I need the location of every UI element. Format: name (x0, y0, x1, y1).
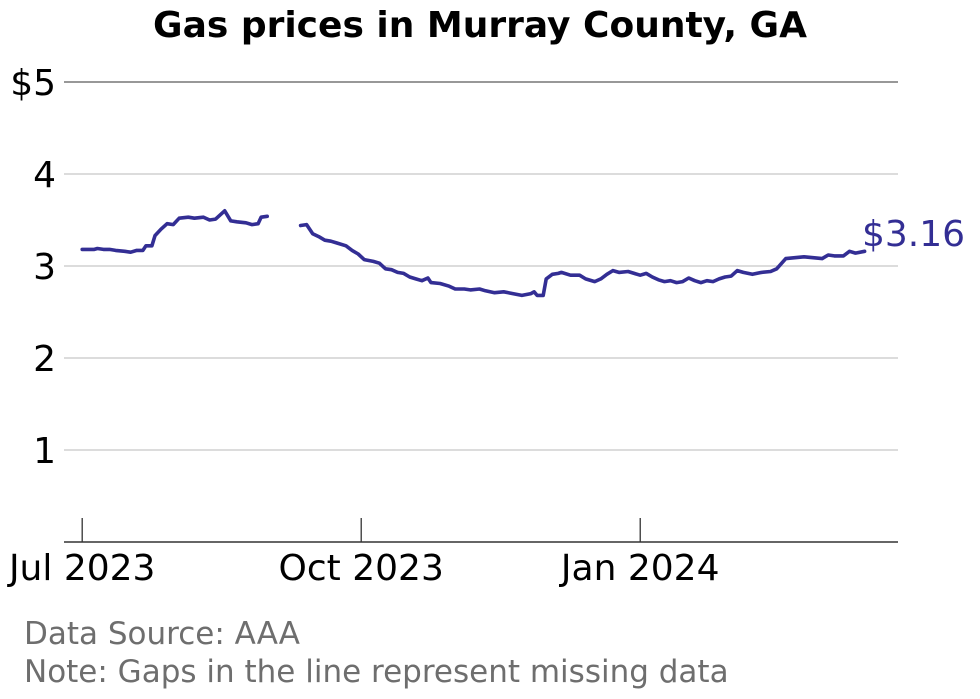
y-tick-label: 3 (33, 247, 56, 288)
price-line-segment (80, 209, 269, 254)
y-tick-label: 2 (33, 339, 56, 380)
x-axis-ticks: Jul 2023 Oct 2023 Jan 2024 (7, 518, 720, 589)
x-tick-label: Jan 2024 (559, 548, 720, 589)
y-axis-ticks: $5 4 3 2 1 (10, 63, 56, 472)
chart-title: Gas prices in Murray County, GA (153, 5, 807, 46)
x-tick-label: Jul 2023 (7, 548, 156, 589)
data-source-note: Data Source: AAA (24, 616, 300, 652)
price-line-segment (298, 222, 867, 298)
gridlines (64, 81, 898, 451)
missing-data-note: Note: Gaps in the line represent missing… (24, 654, 729, 690)
y-tick-label: 1 (33, 431, 56, 472)
x-tick-label: Oct 2023 (279, 548, 444, 589)
price-line (80, 209, 867, 298)
y-tick-label: 4 (33, 155, 56, 196)
y-tick-label: $5 (10, 63, 56, 104)
latest-price-label: $3.16 (862, 214, 965, 255)
